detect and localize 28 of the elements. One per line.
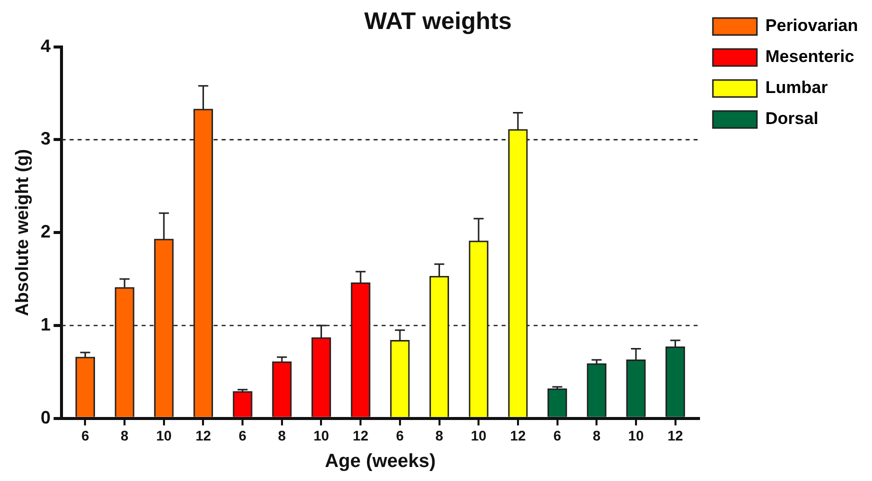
y-tick-label: 2 [40,222,51,242]
x-tick-label: 6 [553,428,562,444]
x-tick-label: 10 [628,428,644,444]
legend-label: Mesenteric [765,47,854,66]
y-tick-label: 0 [40,407,51,428]
x-tick-label: 10 [470,428,487,444]
x-tick-label: 10 [156,428,172,444]
x-tick-label: 6 [238,428,247,444]
x-tick-label: 10 [313,428,330,444]
y-axis-title: Absolute weight (g) [12,149,32,316]
x-tick-label: 12 [668,428,684,444]
legend-label: Periovarian [765,16,858,36]
x-tick-label: 12 [510,428,526,444]
x-tick-label: 8 [120,428,129,444]
x-tick-label: 6 [81,428,90,444]
legend-label: Lumbar [765,78,828,98]
chart-title: WAT weights [364,8,512,36]
y-tick-label: 1 [40,314,51,334]
x-tick-label: 12 [195,428,212,444]
y-tick-label: 4 [40,36,51,56]
x-axis-title: Age (weeks) [324,450,436,472]
x-tick-label: 6 [396,428,404,444]
legend-label: Dorsal [765,109,818,128]
x-tick-label: 8 [592,428,601,444]
y-tick-label: 3 [40,128,51,149]
x-tick-label: 12 [352,428,369,444]
x-tick-label: 8 [435,428,444,444]
x-tick-label: 8 [278,428,286,444]
